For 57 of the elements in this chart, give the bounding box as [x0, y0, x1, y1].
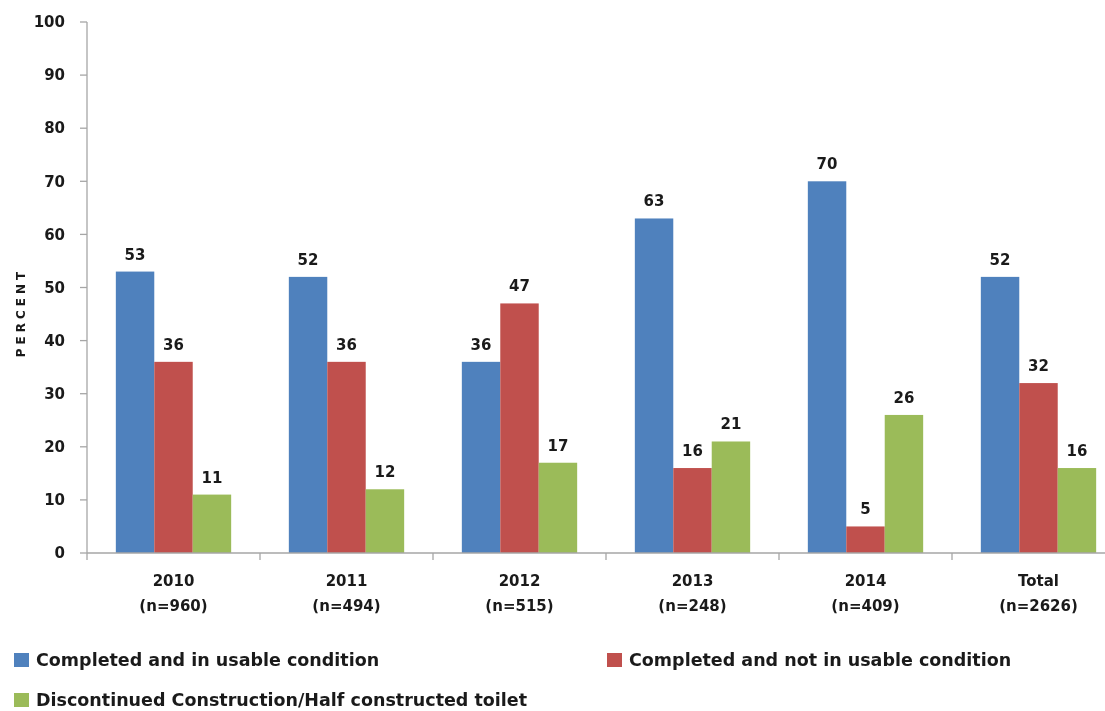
data-label: 52: [989, 250, 1011, 269]
bar: [461, 361, 501, 553]
bar: [980, 276, 1020, 553]
data-label: 12: [374, 463, 396, 482]
data-label: 17: [547, 436, 569, 455]
data-label: 63: [643, 192, 665, 211]
x-tick-label: 2011 (n=494): [312, 572, 381, 615]
y-tick-label: 60: [44, 225, 65, 244]
bar: [1057, 468, 1097, 553]
legend-label: Discontinued Construction/Half constructed toilet: [36, 690, 528, 711]
bar: [846, 526, 885, 553]
y-tick-label: 70: [44, 172, 65, 191]
bar: [634, 218, 674, 553]
bar: [365, 489, 405, 553]
bar: [154, 361, 193, 553]
data-label: 53: [124, 245, 146, 264]
bar: [1019, 383, 1058, 553]
bar: [807, 181, 847, 553]
y-tick-label: 90: [44, 66, 65, 85]
x-tick-label: Total (n=2626): [999, 572, 1078, 615]
data-label: 16: [682, 442, 703, 461]
bar: [327, 361, 366, 553]
y-tick-label: 10: [44, 491, 65, 510]
bar: [192, 494, 232, 553]
bar: [711, 441, 751, 553]
x-tick-label: 2012 (n=515): [485, 572, 554, 615]
data-label: 11: [201, 468, 223, 487]
y-tick-label: 40: [44, 331, 65, 350]
data-label: 47: [509, 277, 530, 296]
x-tick-label: 2013 (n=248): [658, 572, 727, 615]
data-label: 16: [1066, 442, 1088, 461]
x-tick-label: 2014 (n=409): [831, 572, 900, 615]
legend-label: Completed and not in usable condition: [629, 650, 1012, 671]
y-tick-label: 30: [44, 384, 65, 403]
data-label: 36: [470, 335, 492, 354]
bar: [115, 271, 155, 553]
y-tick-label: 80: [44, 119, 65, 138]
data-label: 36: [163, 335, 184, 354]
y-tick-label: 0: [54, 544, 65, 563]
bar: [500, 303, 539, 553]
data-label: 26: [893, 388, 915, 407]
bar: [538, 462, 578, 553]
y-tick-label: 20: [44, 438, 65, 457]
y-tick-label: 100: [33, 13, 65, 32]
legend-label: Completed and in usable condition: [36, 650, 380, 671]
y-tick-label: 50: [44, 278, 65, 297]
data-label: 21: [720, 415, 742, 434]
y-axis-title: PERCENT: [14, 267, 28, 358]
data-label: 70: [816, 155, 838, 174]
data-label: 32: [1028, 357, 1049, 376]
bar: [884, 414, 924, 553]
data-label: 36: [336, 335, 357, 354]
data-label: 5: [860, 500, 871, 519]
bar: [288, 276, 328, 553]
x-tick-label: 2010 (n=960): [139, 572, 208, 615]
data-label: 52: [297, 250, 319, 269]
bar: [673, 468, 712, 553]
